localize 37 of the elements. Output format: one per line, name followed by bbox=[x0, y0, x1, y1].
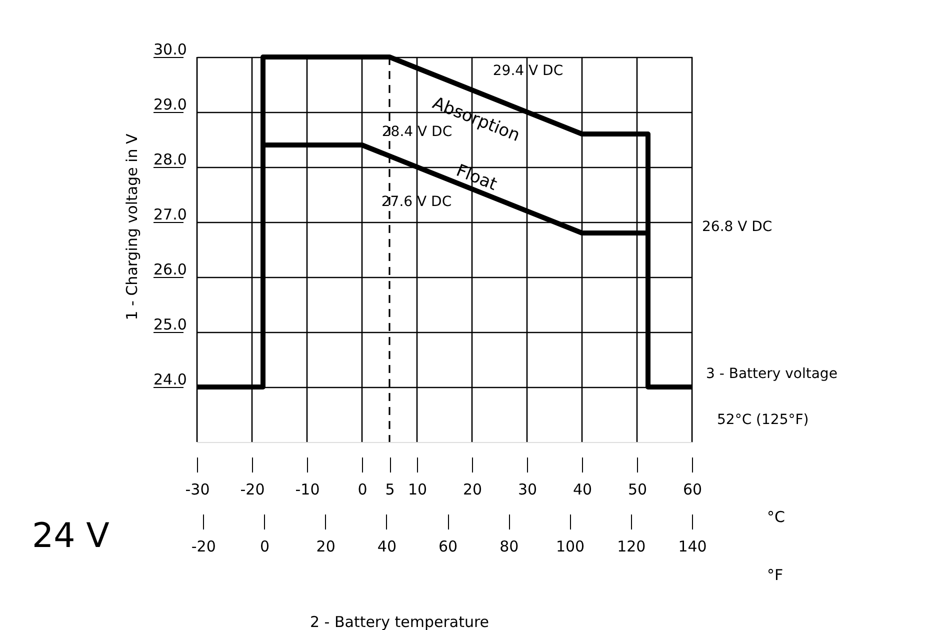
y-tick-label: 25.0 bbox=[154, 316, 187, 334]
x2-tick-label: 120 bbox=[617, 538, 646, 556]
x-tick-label: 50 bbox=[628, 480, 648, 498]
x2-tick-label: 20 bbox=[316, 538, 336, 556]
x-tick-label: 40 bbox=[572, 480, 592, 498]
text: °F bbox=[767, 566, 784, 584]
x2-tick-label: 0 bbox=[260, 538, 270, 556]
y-axis-title: 1 - Charging voltage in V bbox=[123, 132, 141, 320]
annotation: 29.4 V DC bbox=[492, 63, 564, 79]
x2-tick-label: 140 bbox=[678, 538, 707, 556]
x-tick-label: -20 bbox=[240, 480, 265, 498]
x-tick-label: 0 bbox=[358, 480, 368, 498]
x2-tick-label: -20 bbox=[191, 538, 216, 556]
x-tick-label: 5 bbox=[385, 480, 395, 498]
x2-tick-label: 80 bbox=[500, 538, 519, 556]
y-tick-label: 28.0 bbox=[154, 150, 187, 168]
x2-tick-label: 100 bbox=[556, 538, 585, 556]
text: °C bbox=[767, 508, 785, 526]
x2-tick-label: 40 bbox=[377, 538, 396, 556]
y-tick-label: 24.0 bbox=[154, 370, 187, 388]
x2-tick-label: 60 bbox=[438, 538, 458, 556]
y-tick-label: 30.0 bbox=[154, 40, 187, 58]
x-axis-title: 2 - Battery temperature bbox=[310, 613, 490, 630]
x-tick-label: -30 bbox=[185, 480, 210, 498]
x-tick-label: 10 bbox=[408, 480, 428, 498]
x-tick-label: 60 bbox=[682, 480, 702, 498]
x-tick-label: 20 bbox=[462, 480, 482, 498]
x-tick-label: -10 bbox=[295, 480, 320, 498]
annotation: 3 - Battery voltage bbox=[706, 366, 838, 382]
y-tick-label: 29.0 bbox=[154, 96, 187, 114]
annotation: 27.6 V DC bbox=[381, 194, 452, 210]
text: 24 V bbox=[32, 516, 110, 556]
x-tick-label: 30 bbox=[518, 480, 538, 498]
text: 26.8 V DC bbox=[702, 219, 772, 235]
y-tick-label: 27.0 bbox=[154, 206, 187, 224]
text: 52°C (125°F) bbox=[717, 412, 809, 428]
y-tick-label: 26.0 bbox=[154, 260, 187, 278]
